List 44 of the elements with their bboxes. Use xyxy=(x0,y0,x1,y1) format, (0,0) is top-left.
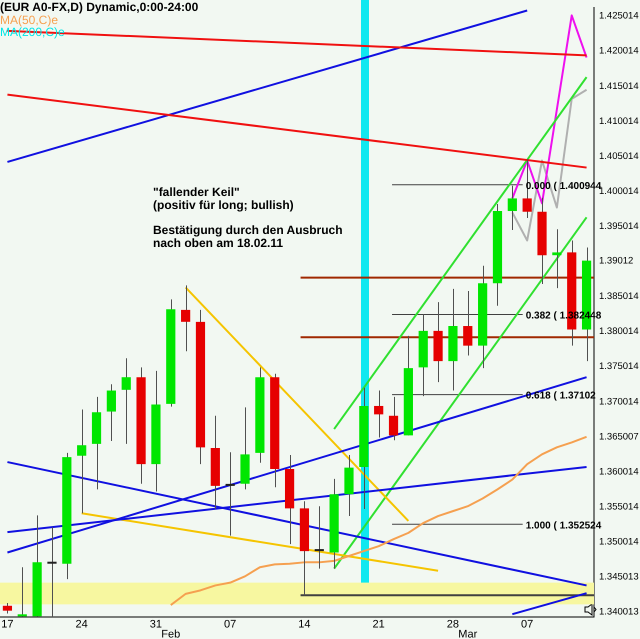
candlestick xyxy=(314,506,324,570)
y-tick-label: 1.365007 xyxy=(599,431,639,442)
y-tick-label: 1.360014 xyxy=(599,466,639,478)
x-tick-label: 17 xyxy=(1,618,14,631)
candlestick xyxy=(77,408,86,514)
candlestick xyxy=(181,284,190,352)
x-tick-label: Feb xyxy=(161,628,180,639)
x-tick-label: 14 xyxy=(298,618,311,631)
x-tick-label: 07 xyxy=(521,618,534,631)
y-tick-label: 1.425014 xyxy=(599,10,639,22)
y-tick-label: 1.415014 xyxy=(599,80,639,92)
y-tick-label: 1.375014 xyxy=(599,361,639,372)
x-tick-label: 21 xyxy=(372,618,385,631)
y-tick-label: 1.350014 xyxy=(599,536,639,548)
candlestick xyxy=(374,390,384,438)
y-tick-label: 1.395014 xyxy=(599,220,639,232)
candlestick xyxy=(122,358,131,444)
x-tick-label: 28 xyxy=(446,618,460,631)
y-tick-label: 1.370014 xyxy=(599,396,639,408)
candlestick xyxy=(226,452,235,536)
candlestick xyxy=(388,396,398,441)
candlestick xyxy=(106,384,116,442)
y-tick-label: 1.345013 xyxy=(599,572,639,583)
y-tick-label: 1.340013 xyxy=(599,606,639,618)
x-tick-label: 07 xyxy=(224,618,236,631)
x-tick-label: 24 xyxy=(76,618,88,631)
candlestick xyxy=(508,185,517,230)
y-tick-label: 1.405014 xyxy=(599,150,639,162)
candlestick xyxy=(463,290,472,356)
y-tick-label: 1.380014 xyxy=(599,326,639,338)
y-tick-label: 1.39012 xyxy=(599,255,634,266)
candlestick xyxy=(18,566,27,617)
annotation: "fallender Keil" (positiv für long; bullish) xyxy=(153,185,295,212)
y-tick-label: 1.355014 xyxy=(599,501,639,512)
x-tick-label: Mar xyxy=(458,628,478,639)
y-tick-label: 1.385014 xyxy=(599,291,639,302)
candlestick xyxy=(2,602,12,614)
x-tick-label: 31 xyxy=(150,618,162,631)
annotation: Bestätigung durch den Ausbruch nach oben am 18.02.11 xyxy=(153,223,343,250)
chart-title: (EUR A0-FX,D) Dynamic,0:00-24:00 xyxy=(0,0,198,14)
candlestick xyxy=(47,526,57,617)
text: MA(50,C)e xyxy=(0,13,58,27)
y-tick-label: 1.410014 xyxy=(599,116,639,127)
y-tick-label: 1.420014 xyxy=(599,46,639,57)
